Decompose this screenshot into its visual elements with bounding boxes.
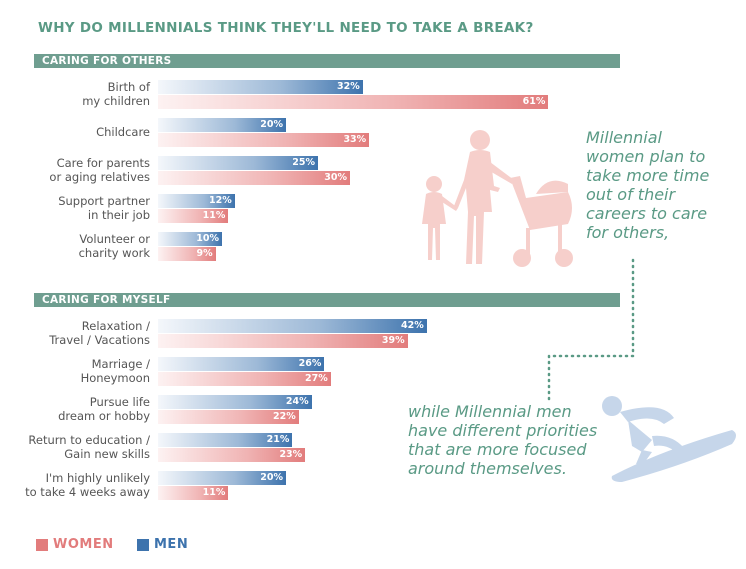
data-label: 9% [196, 248, 213, 259]
bar-women: 9% [158, 247, 216, 261]
data-label: 42% [401, 320, 424, 331]
category-label-line: in their job [87, 208, 150, 222]
bar-men: 21% [158, 433, 293, 447]
category-label-line: dream or hobby [58, 409, 150, 423]
category-label: Support partner in their job [0, 194, 150, 222]
bar-men: 24% [158, 395, 312, 409]
category-label: Volunteer or charity work [0, 232, 150, 260]
dotted-connector [547, 258, 635, 402]
section-header: CARING FOR MYSELF [34, 293, 620, 307]
bar-women: 22% [158, 410, 299, 424]
annotation-line: women plan to [586, 147, 706, 166]
category-label: Marriage / Honeymoon [0, 357, 150, 385]
category-label-line: Relaxation / [81, 319, 150, 333]
category-label-line: I'm highly unlikely [45, 471, 150, 485]
bar-women: 33% [158, 133, 370, 147]
men-annotation: while Millennial men have different prior… [408, 402, 597, 478]
data-label: 25% [292, 157, 315, 168]
data-label: 32% [337, 81, 360, 92]
category-label-line: Marriage / [91, 357, 150, 371]
category-label: Childcare [0, 125, 150, 139]
category-label-line: Childcare [96, 125, 150, 139]
legend-men: MEN [137, 537, 188, 552]
category-label-line: or aging relatives [49, 170, 150, 184]
bar-women: 11% [158, 486, 229, 500]
mother-child-stroller-icon [422, 130, 573, 267]
annotation-line: around themselves. [408, 459, 567, 478]
category-label-line: to take 4 weeks away [25, 485, 150, 499]
bar-women: 30% [158, 171, 350, 185]
category-label-line: Support partner [58, 194, 150, 208]
category-label: I'm highly unlikely to take 4 weeks away [0, 471, 150, 499]
data-label: 33% [343, 134, 367, 145]
data-label: 10% [196, 233, 219, 244]
data-label: 21% [266, 434, 290, 445]
bar-women: 61% [158, 95, 549, 109]
surfer-icon [602, 396, 736, 482]
legend-women: WOMEN [36, 537, 114, 552]
category-label-line: Honeymoon [80, 371, 150, 385]
legend-men-label: MEN [154, 537, 189, 552]
category-label-line: Return to education / [28, 433, 150, 447]
category-label-line: Travel / Vacations [49, 333, 150, 347]
annotation-line: take more time [586, 166, 710, 185]
data-label: 20% [260, 472, 283, 483]
category-label-line: Volunteer or [79, 232, 150, 246]
annotation-line: Millennial [586, 128, 662, 147]
women-annotation: Millennial women plan to take more time out… [586, 128, 709, 242]
category-label-line: my children [82, 94, 150, 108]
bar-men: 42% [158, 319, 427, 333]
bar-women: 23% [158, 448, 306, 462]
data-label: 20% [260, 119, 283, 130]
bar-men: 32% [158, 80, 363, 94]
chart-title: WHY DO MILLENNIALS THINK THEY'LL NEED TO… [38, 20, 534, 36]
annotation-line: have different priorities [408, 421, 598, 440]
category-label-line: charity work [78, 246, 150, 260]
category-label-line: Care for parents [56, 156, 150, 170]
category-label: Care for parents or aging relatives [0, 156, 150, 184]
annotation-line: for others, [586, 223, 670, 242]
bar-men: 20% [158, 118, 286, 132]
data-label: 12% [209, 195, 232, 206]
bar-men: 10% [158, 232, 222, 246]
annotation-line: that are more focused [408, 440, 587, 459]
annotation-line: careers to care [586, 204, 708, 223]
legend-women-label: WOMEN [53, 537, 114, 552]
bar-men: 12% [158, 194, 235, 208]
category-label: Return to education / Gain new skills [0, 433, 150, 461]
category-label: Birth of my children [0, 80, 150, 108]
section-header: CARING FOR OTHERS [34, 54, 620, 68]
bar-men: 25% [158, 156, 318, 170]
bar-men: 26% [158, 357, 325, 371]
bar-men: 20% [158, 471, 286, 485]
data-label: 61% [522, 96, 546, 107]
data-label: 22% [273, 411, 296, 422]
data-label: 39% [381, 335, 405, 346]
data-label: 11% [202, 487, 226, 498]
category-label-line: Pursue life [89, 395, 150, 409]
data-label: 24% [285, 396, 309, 407]
bar-women: 11% [158, 209, 229, 223]
data-label: 30% [324, 172, 347, 183]
legend-women-swatch [36, 538, 48, 551]
category-label-line: Birth of [107, 80, 150, 94]
legend-men-swatch [137, 538, 149, 551]
data-label: 23% [279, 449, 303, 460]
annotation-line: while Millennial men [408, 402, 572, 421]
data-label: 27% [305, 373, 328, 384]
bar-women: 27% [158, 372, 331, 386]
data-label: 11% [202, 210, 226, 221]
annotation-line: out of their [586, 185, 676, 204]
category-label: Pursue life dream or hobby [0, 395, 150, 423]
category-label: Relaxation / Travel / Vacations [0, 319, 150, 347]
data-label: 26% [298, 358, 322, 369]
category-label-line: Gain new skills [64, 447, 150, 461]
bar-women: 39% [158, 334, 408, 348]
